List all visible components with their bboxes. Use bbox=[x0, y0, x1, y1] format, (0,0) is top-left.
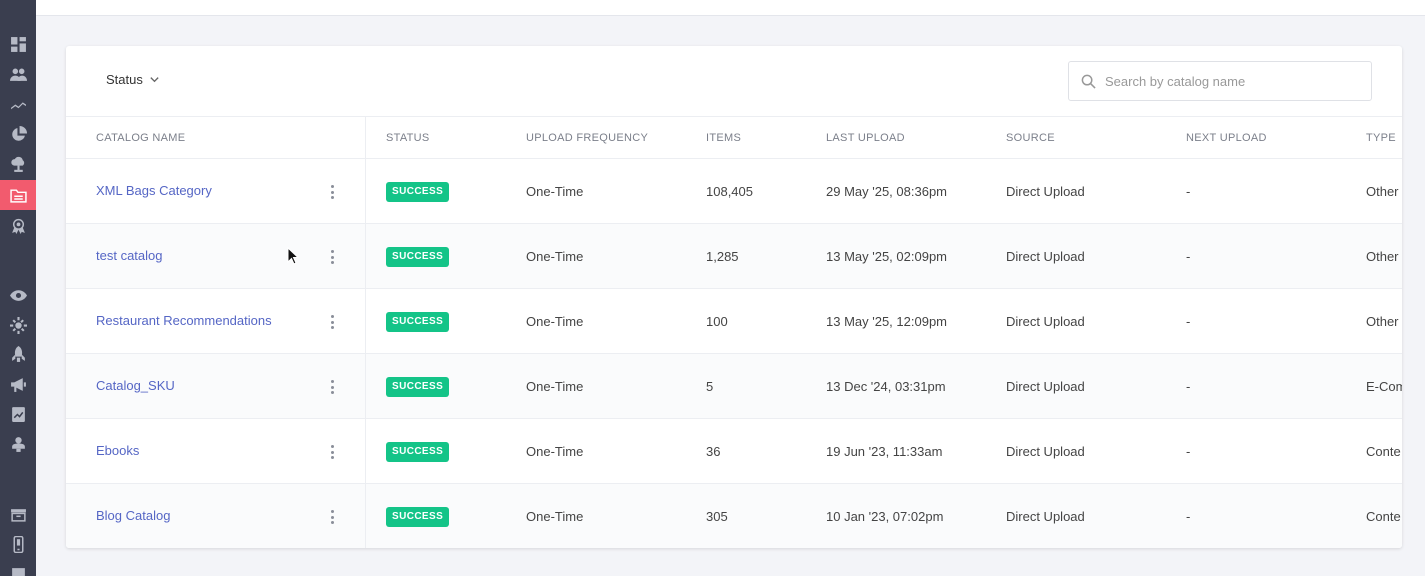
source: Direct Upload bbox=[1006, 184, 1085, 199]
source: Direct Upload bbox=[1006, 314, 1085, 329]
table-header: CATALOG NAME STATUS UPLOAD FREQUENCY ITE… bbox=[66, 116, 1402, 159]
search-input[interactable] bbox=[1105, 73, 1355, 89]
cloud-icon[interactable] bbox=[0, 150, 36, 178]
users-icon[interactable] bbox=[0, 60, 36, 88]
status-filter-label: Status bbox=[106, 72, 143, 87]
table-row[interactable]: Catalog_SKU SUCCESS One-Time 5 13 Dec '2… bbox=[66, 354, 1402, 419]
chevron-down-icon bbox=[150, 77, 159, 83]
items-count: 1,285 bbox=[706, 249, 739, 264]
catalog-name-link[interactable]: Restaurant Recommendations bbox=[96, 313, 272, 328]
table-row[interactable]: Ebooks SUCCESS One-Time 36 19 Jun '23, 1… bbox=[66, 419, 1402, 484]
more-options-icon[interactable] bbox=[326, 183, 338, 201]
more-options-icon[interactable] bbox=[326, 313, 338, 331]
more-options-icon[interactable] bbox=[326, 508, 338, 526]
upload-frequency: One-Time bbox=[526, 249, 584, 264]
catalog-name-link[interactable]: XML Bags Category bbox=[96, 183, 212, 198]
next-upload: - bbox=[1186, 379, 1191, 394]
status-badge: SUCCESS bbox=[386, 247, 450, 267]
top-bar bbox=[36, 0, 1425, 16]
plugin-icon[interactable] bbox=[0, 430, 36, 458]
catalog-name-link[interactable]: Catalog_SKU bbox=[96, 378, 175, 393]
next-upload: - bbox=[1186, 184, 1191, 199]
edit-icon[interactable] bbox=[0, 560, 36, 576]
items-count: 36 bbox=[706, 444, 721, 459]
more-options-icon[interactable] bbox=[326, 443, 338, 461]
last-upload: 13 May '25, 12:09pm bbox=[826, 314, 947, 329]
last-upload: 19 Jun '23, 11:33am bbox=[826, 444, 943, 459]
mouse-cursor-icon bbox=[287, 247, 299, 265]
settings-icon[interactable] bbox=[0, 311, 36, 339]
column-header-next-upload[interactable]: NEXT UPLOAD bbox=[1186, 132, 1267, 144]
catalog-type: Other bbox=[1366, 184, 1399, 199]
items-count: 305 bbox=[706, 509, 728, 524]
column-header-upload-frequency[interactable]: UPLOAD FREQUENCY bbox=[526, 132, 649, 144]
upload-frequency: One-Time bbox=[526, 444, 584, 459]
last-upload: 13 May '25, 02:09pm bbox=[826, 249, 947, 264]
search-icon bbox=[1081, 74, 1096, 89]
catalog-type: Conte bbox=[1366, 509, 1401, 524]
column-header-status[interactable]: STATUS bbox=[386, 132, 430, 144]
more-options-icon[interactable] bbox=[326, 248, 338, 266]
upload-frequency: One-Time bbox=[526, 509, 584, 524]
items-count: 108,405 bbox=[706, 184, 753, 199]
items-count: 100 bbox=[706, 314, 728, 329]
column-header-type[interactable]: TYPE bbox=[1366, 132, 1396, 144]
source: Direct Upload bbox=[1006, 249, 1085, 264]
catalog-type: Conte bbox=[1366, 444, 1401, 459]
status-badge: SUCCESS bbox=[386, 182, 450, 202]
eye-icon[interactable] bbox=[0, 281, 36, 309]
last-upload: 13 Dec '24, 03:31pm bbox=[826, 379, 946, 394]
next-upload: - bbox=[1186, 444, 1191, 459]
dashboard-icon[interactable] bbox=[0, 30, 36, 58]
source: Direct Upload bbox=[1006, 444, 1085, 459]
column-header-last-upload[interactable]: LAST UPLOAD bbox=[826, 132, 905, 144]
column-divider bbox=[365, 116, 366, 548]
column-header-catalog-name[interactable]: CATALOG NAME bbox=[96, 132, 186, 144]
pie-chart-icon[interactable] bbox=[0, 120, 36, 148]
next-upload: - bbox=[1186, 314, 1191, 329]
source: Direct Upload bbox=[1006, 509, 1085, 524]
status-badge: SUCCESS bbox=[386, 312, 450, 332]
next-upload: - bbox=[1186, 509, 1191, 524]
catalog-type: Other bbox=[1366, 314, 1399, 329]
catalog-name-link[interactable]: Ebooks bbox=[96, 443, 140, 458]
table-row[interactable]: Blog Catalog SUCCESS One-Time 305 10 Jan… bbox=[66, 484, 1402, 548]
rocket-icon[interactable] bbox=[0, 340, 36, 368]
table-row[interactable]: Restaurant Recommendations SUCCESS One-T… bbox=[66, 289, 1402, 354]
catalog-name-link[interactable]: test catalog bbox=[96, 248, 163, 263]
status-badge: SUCCESS bbox=[386, 377, 450, 397]
catalog-icon[interactable] bbox=[0, 180, 36, 210]
column-header-source[interactable]: SOURCE bbox=[1006, 132, 1055, 144]
mobile-icon[interactable] bbox=[0, 530, 36, 558]
upload-frequency: One-Time bbox=[526, 314, 584, 329]
status-badge: SUCCESS bbox=[386, 442, 450, 462]
last-upload: 29 May '25, 08:36pm bbox=[826, 184, 947, 199]
catalog-type: E-Com bbox=[1366, 379, 1402, 394]
table-row[interactable]: test catalog SUCCESS One-Time 1,285 13 M… bbox=[66, 224, 1402, 289]
upload-frequency: One-Time bbox=[526, 184, 584, 199]
badge-icon[interactable] bbox=[0, 212, 36, 240]
catalog-name-link[interactable]: Blog Catalog bbox=[96, 508, 171, 523]
column-header-items[interactable]: ITEMS bbox=[706, 132, 742, 144]
upload-frequency: One-Time bbox=[526, 379, 584, 394]
table-row[interactable]: XML Bags Category SUCCESS One-Time 108,4… bbox=[66, 159, 1402, 224]
analytics-icon[interactable] bbox=[0, 90, 36, 118]
status-badge: SUCCESS bbox=[386, 507, 450, 527]
items-count: 5 bbox=[706, 379, 714, 394]
next-upload: - bbox=[1186, 249, 1191, 264]
catalog-table-card: Status CATALOG NAME STATUS UPLOAD FREQUE… bbox=[66, 46, 1402, 548]
source: Direct Upload bbox=[1006, 379, 1085, 394]
search-box[interactable] bbox=[1068, 61, 1372, 101]
more-options-icon[interactable] bbox=[326, 378, 338, 396]
archive-icon[interactable] bbox=[0, 500, 36, 528]
report-icon[interactable] bbox=[0, 400, 36, 428]
catalog-type: Other bbox=[1366, 249, 1399, 264]
sidebar bbox=[0, 0, 36, 576]
last-upload: 10 Jan '23, 07:02pm bbox=[826, 509, 944, 524]
status-filter-dropdown[interactable]: Status bbox=[106, 72, 160, 87]
megaphone-icon[interactable] bbox=[0, 370, 36, 398]
